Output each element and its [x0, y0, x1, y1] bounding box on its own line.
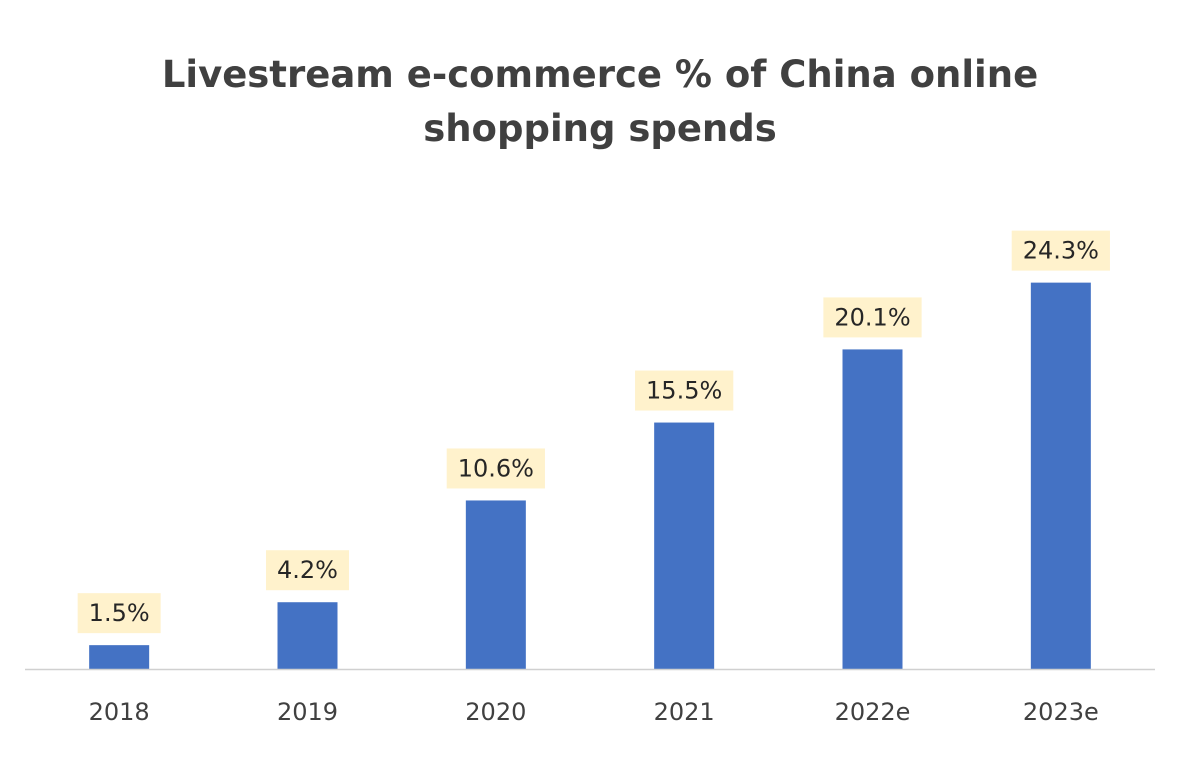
bar-2023e [1030, 282, 1091, 669]
data-label-2020: 10.6% [446, 448, 545, 489]
data-label-background-2023e [1011, 230, 1110, 271]
x-tick-label-2022e: 2022e [835, 698, 911, 726]
data-label-background-2021 [635, 370, 734, 411]
x-tick-label-2018: 2018 [89, 698, 150, 726]
bar-2018 [89, 645, 150, 669]
data-label-background-2022e [823, 297, 922, 338]
bar-2022e [842, 349, 903, 669]
chart-title-line-1: Livestream e-commerce % of China online [161, 53, 1039, 96]
x-tick-label-2021: 2021 [654, 698, 715, 726]
x-tick-label-2019: 2019 [277, 698, 338, 726]
data-label-2018: 1.5% [77, 593, 161, 634]
data-label-text-2021: 15.5% [646, 377, 722, 405]
data-label-text-2020: 10.6% [458, 454, 534, 482]
x-tick-label-2023e: 2023e [1023, 698, 1099, 726]
bar-2019 [277, 602, 338, 669]
data-labels-group: 1.5% 4.2% 10.6% 15.5% 20.1% 24.3% [77, 230, 1110, 634]
data-label-text-2018: 1.5% [89, 599, 150, 627]
data-label-background-2020 [446, 448, 545, 489]
data-label-2021: 15.5% [635, 370, 734, 411]
data-label-2019: 4.2% [266, 550, 349, 591]
data-label-2022e: 20.1% [823, 297, 922, 338]
data-label-background-2019 [266, 550, 349, 591]
x-tick-label-2020: 2020 [465, 698, 526, 726]
chart-title-line-2: shopping spends [423, 107, 777, 150]
chart-title: Livestream e-commerce % of China online … [0, 48, 1200, 156]
data-label-text-2023e: 24.3% [1023, 237, 1099, 265]
data-label-background-2018 [77, 593, 161, 634]
bars-group [89, 282, 1091, 669]
bar-2020 [465, 500, 526, 669]
data-label-text-2019: 4.2% [277, 556, 338, 584]
bar-2021 [654, 422, 715, 669]
data-label-2023e: 24.3% [1011, 230, 1110, 271]
x-tick-labels-group: 2018 2019 2020 2021 2022e 2023e [89, 698, 1099, 726]
data-label-text-2022e: 20.1% [834, 303, 910, 331]
